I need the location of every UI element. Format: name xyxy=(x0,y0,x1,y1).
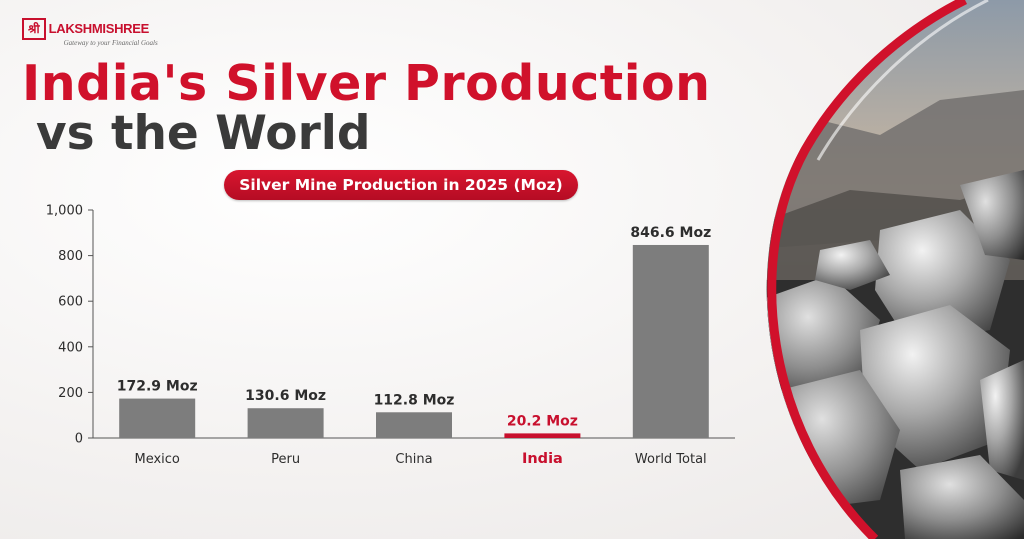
y-tick-label: 0 xyxy=(75,432,83,447)
category-label: Peru xyxy=(271,452,300,467)
bars xyxy=(119,244,709,438)
category-labels: Mexico Peru China India World Total xyxy=(134,451,706,467)
y-tick-label: 200 xyxy=(58,386,83,401)
arc-highlight xyxy=(816,0,989,161)
category-label: China xyxy=(395,452,432,467)
data-label: 172.9 Moz xyxy=(117,379,198,395)
chart-title-pill: Silver Mine Production in 2025 (Moz) xyxy=(224,170,578,200)
data-label: 846.6 Moz xyxy=(630,225,711,241)
data-labels: 172.9 Moz 130.6 Moz 112.8 Moz 20.2 Moz 846.6… xyxy=(117,225,711,429)
red-arc xyxy=(767,0,968,539)
bar xyxy=(504,433,581,438)
category-label: Mexico xyxy=(134,452,179,467)
brand-name: LAKSHMISHREE xyxy=(43,18,158,40)
data-label: 20.2 Moz xyxy=(507,413,578,429)
brand-mark: श्री xyxy=(22,18,44,40)
brand-tagline: Gateway to your Financial Goals xyxy=(63,39,158,47)
category-label: World Total xyxy=(635,452,707,467)
y-tick-label: 600 xyxy=(58,295,83,310)
bar xyxy=(247,408,324,438)
y-tick-label: 400 xyxy=(58,340,83,355)
bar xyxy=(119,398,196,438)
data-label: 130.6 Moz xyxy=(245,388,326,404)
page-title: India's Silver Production xyxy=(22,55,711,112)
brand-logo: श्री LAKSHMISHREE Gateway to your Financ… xyxy=(22,18,158,52)
brand-text: LAKSHMISHREE Gateway to your Financial G… xyxy=(43,18,158,47)
category-label: India xyxy=(522,451,563,467)
bar xyxy=(376,412,452,438)
page-subtitle: vs the World xyxy=(36,106,371,161)
y-tick-label: 800 xyxy=(58,249,83,264)
data-label: 112.8 Moz xyxy=(374,392,455,408)
y-axis: 0 200 400 600 800 1,000 xyxy=(46,204,735,447)
bar xyxy=(632,244,709,438)
y-tick-label: 1,000 xyxy=(46,204,83,219)
